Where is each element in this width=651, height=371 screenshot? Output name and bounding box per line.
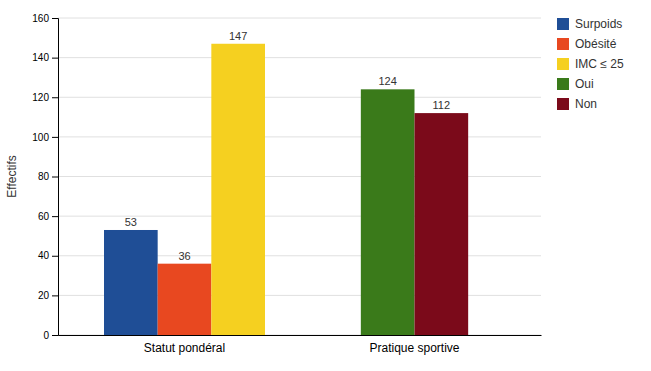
y-tick-label: 80 [38,171,50,182]
legend-item: Non [557,97,597,111]
data-labels: 53 36 147 124 112 [125,30,450,262]
legend-label: Oui [575,77,594,91]
y-tick-mark [52,97,58,98]
y-tick-mark [52,177,58,178]
y-tick: 60 [38,211,58,222]
legend-item: IMC ≤ 25 [557,57,624,71]
y-axis-title: Effectifs [5,155,19,197]
y-tick-label: 100 [32,132,49,143]
x-tick: Statut pondéral [144,335,225,355]
legend-item: Oui [557,77,594,91]
legend-swatch [557,18,569,30]
y-tick: 80 [38,171,58,182]
y-tick: 40 [38,250,58,261]
y-tick-label: 140 [32,52,49,63]
grid-line [58,18,541,19]
x-tick-label: Pratique sportive [369,341,459,355]
y-tick: 160 [32,13,58,24]
bars [104,44,468,335]
y-tick-mark [52,335,58,336]
y-tick-label: 20 [38,290,50,301]
legend-swatch [557,78,569,90]
legend-swatch [557,38,569,50]
data-label: 53 [125,216,137,228]
y-tick-label: 160 [32,13,49,24]
x-tick-label: Statut pondéral [144,341,225,355]
legend-swatch [557,98,569,110]
x-axis: Statut pondéral Pratique sportive [59,335,542,355]
data-label: 124 [378,75,396,87]
y-tick-mark [52,216,58,217]
y-tick-mark [52,295,58,296]
data-label: 112 [433,99,451,111]
grid-line [58,57,541,58]
legend-swatch [557,58,569,70]
x-axis-line [59,335,542,336]
legend-label: IMC ≤ 25 [575,57,624,71]
y-tick: 120 [32,92,58,103]
bar [361,89,415,335]
bar [158,264,212,335]
y-tick-label: 60 [38,211,50,222]
y-tick-label: 120 [32,92,49,103]
legend-item: Obésité [557,37,617,51]
legend-label: Surpoids [575,17,622,31]
legend-label: Obésité [575,37,617,51]
data-label: 36 [178,250,190,262]
grid-line [58,176,541,177]
legend-item: Surpoids [557,17,622,31]
y-axis-line [52,19,59,336]
plot-area: 53 36 147 124 112 0 20 40 60 80 100 120 140 160 Statut… [32,13,541,355]
y-tick: 100 [32,132,58,143]
bar [104,230,158,335]
data-label: 147 [229,30,247,42]
bar [415,113,469,335]
y-tick-mark [52,137,58,138]
grid [58,18,541,335]
y-tick: 20 [38,290,58,301]
grid-line [58,136,541,137]
legend-label: Non [575,97,597,111]
chart-container: 53 36 147 124 112 0 20 40 60 80 100 120 140 160 Statut… [0,0,651,371]
y-tick-label: 0 [43,330,49,341]
y-tick-mark [52,256,58,257]
y-axis: 0 20 40 60 80 100 120 140 160 [32,13,58,341]
legend: Surpoids Obésité IMC ≤ 25 Oui Non [557,17,624,111]
bar [211,44,265,335]
grid-line [58,97,541,98]
y-tick: 0 [43,330,58,341]
y-tick-mark [52,18,58,19]
chart-svg: 53 36 147 124 112 0 20 40 60 80 100 120 140 160 Statut… [0,0,651,371]
y-tick-label: 40 [38,250,50,261]
x-tick: Pratique sportive [369,335,459,355]
y-tick: 140 [32,52,58,63]
y-tick-mark [52,58,58,59]
